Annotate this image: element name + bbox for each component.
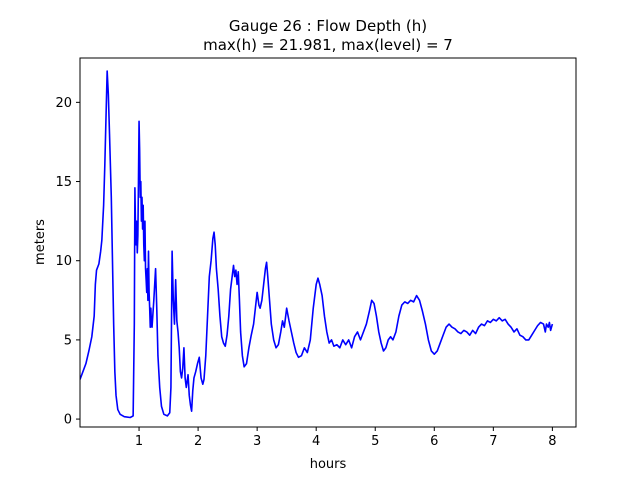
x-tick-label: 7 <box>489 434 497 449</box>
x-tick-label: 1 <box>135 434 143 449</box>
y-axis-label: meters <box>33 219 48 265</box>
y-tick-label: 5 <box>64 333 72 348</box>
x-tick-label: 6 <box>430 434 438 449</box>
chart-title-line-2: max(h) = 21.981, max(level) = 7 <box>203 36 453 54</box>
chart-title-line-1: Gauge 26 : Flow Depth (h) <box>229 17 427 35</box>
x-tick-label: 8 <box>548 434 556 449</box>
y-tick-label: 0 <box>64 413 72 428</box>
x-tick-label: 2 <box>194 434 202 449</box>
x-tick-label: 3 <box>253 434 261 449</box>
x-tick-label: 4 <box>312 434 320 449</box>
x-axis-label: hours <box>310 457 347 472</box>
y-tick-label: 10 <box>55 254 72 269</box>
y-tick-label: 20 <box>55 96 72 111</box>
x-tick-label: 5 <box>371 434 379 449</box>
flow-depth-series-line <box>80 70 554 419</box>
plot-frame <box>79 57 577 428</box>
y-tick-label: 15 <box>55 175 72 190</box>
